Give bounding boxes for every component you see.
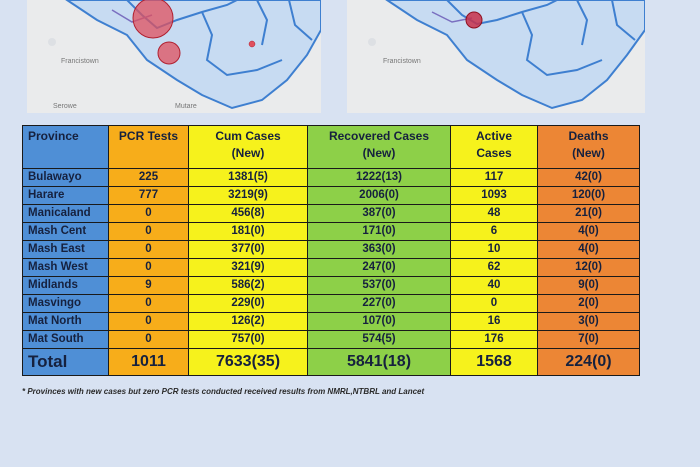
cell-deaths: 3(0) xyxy=(537,312,640,331)
cell-pcr: 0 xyxy=(108,312,189,331)
table-row: Manicaland 0 456(8) 387(0) 48 21(0) xyxy=(22,204,640,223)
total-deaths: 224(0) xyxy=(537,348,640,376)
cell-pcr: 9 xyxy=(108,276,189,295)
header-deaths: Deaths (New) xyxy=(537,125,640,169)
header-recovered-cases: Recovered Cases (New) xyxy=(307,125,451,169)
map-label-francistown: Francistown xyxy=(61,58,99,65)
cell-cum: 1381(5) xyxy=(188,168,308,187)
covid-statistics-table: Province PCR Tests Cum Cases (New) Recove… xyxy=(22,125,640,376)
cell-pcr: 0 xyxy=(108,294,189,313)
cell-cum: 377(0) xyxy=(188,240,308,259)
cell-pcr: 0 xyxy=(108,240,189,259)
table-row: Mat North 0 126(2) 107(0) 16 3(0) xyxy=(22,312,640,331)
cell-pcr: 777 xyxy=(108,186,189,205)
map-label-serowe: Serowe xyxy=(53,103,77,110)
cell-province: Mash East xyxy=(22,240,109,259)
cell-cum: 229(0) xyxy=(188,294,308,313)
table-row: Bulawayo 225 1381(5) 1222(13) 117 42(0) xyxy=(22,168,640,187)
cell-active: 10 xyxy=(450,240,538,259)
cell-active: 1093 xyxy=(450,186,538,205)
cell-province: Bulawayo xyxy=(22,168,109,187)
cell-deaths: 21(0) xyxy=(537,204,640,223)
cell-pcr: 0 xyxy=(108,204,189,223)
map-label-mutare: Mutare xyxy=(175,103,197,110)
total-recovered: 5841(18) xyxy=(307,348,451,376)
cell-recovered: 227(0) xyxy=(307,294,451,313)
cell-deaths: 7(0) xyxy=(537,330,640,349)
table-body: Bulawayo 225 1381(5) 1222(13) 117 42(0) Harar… xyxy=(22,168,640,376)
cell-active: 62 xyxy=(450,258,538,277)
cell-deaths: 12(0) xyxy=(537,258,640,277)
cell-province: Mat South xyxy=(22,330,109,349)
cell-deaths: 42(0) xyxy=(537,168,640,187)
cell-cum: 757(0) xyxy=(188,330,308,349)
table-row: Harare 777 3219(9) 2006(0) 1093 120(0) xyxy=(22,186,640,205)
table-total-row: Total 1011 7633(35) 5841(18) 1568 224(0) xyxy=(22,348,640,376)
cell-active: 48 xyxy=(450,204,538,223)
cell-pcr: 0 xyxy=(108,330,189,349)
cell-active: 40 xyxy=(450,276,538,295)
total-cum: 7633(35) xyxy=(188,348,308,376)
map-left: Francistown Serowe Mutare xyxy=(27,0,321,113)
header-cum-cases: Cum Cases (New) xyxy=(188,125,308,169)
total-pcr: 1011 xyxy=(108,348,189,376)
map-left-graphic xyxy=(27,0,321,113)
cell-pcr: 0 xyxy=(108,222,189,241)
cell-recovered: 574(5) xyxy=(307,330,451,349)
cell-deaths: 120(0) xyxy=(537,186,640,205)
cell-active: 117 xyxy=(450,168,538,187)
cell-pcr: 0 xyxy=(108,258,189,277)
cell-cum: 586(2) xyxy=(188,276,308,295)
header-active-cases: Active Cases xyxy=(450,125,538,169)
cell-recovered: 537(0) xyxy=(307,276,451,295)
cell-recovered: 363(0) xyxy=(307,240,451,259)
cell-province: Mash Cent xyxy=(22,222,109,241)
cell-province: Manicaland xyxy=(22,204,109,223)
table-row: Mash Cent 0 181(0) 171(0) 6 4(0) xyxy=(22,222,640,241)
cell-deaths: 4(0) xyxy=(537,222,640,241)
map-right-graphic xyxy=(347,0,645,113)
cell-province: Mat North xyxy=(22,312,109,331)
cell-cum: 3219(9) xyxy=(188,186,308,205)
cell-cum: 181(0) xyxy=(188,222,308,241)
cell-active: 6 xyxy=(450,222,538,241)
cell-deaths: 4(0) xyxy=(537,240,640,259)
cell-active: 16 xyxy=(450,312,538,331)
table-header-row: Province PCR Tests Cum Cases (New) Recove… xyxy=(22,125,640,169)
cell-deaths: 2(0) xyxy=(537,294,640,313)
cell-pcr: 225 xyxy=(108,168,189,187)
cell-recovered: 107(0) xyxy=(307,312,451,331)
cell-province: Masvingo xyxy=(22,294,109,313)
cell-active: 176 xyxy=(450,330,538,349)
total-active: 1568 xyxy=(450,348,538,376)
table-row: Midlands 9 586(2) 537(0) 40 9(0) xyxy=(22,276,640,295)
cell-province: Midlands xyxy=(22,276,109,295)
footnote: * Provinces with new cases but zero PCR … xyxy=(22,387,425,396)
total-label: Total xyxy=(22,348,109,376)
cell-province: Harare xyxy=(22,186,109,205)
header-province: Province xyxy=(22,125,109,169)
cell-cum: 126(2) xyxy=(188,312,308,331)
cell-recovered: 2006(0) xyxy=(307,186,451,205)
map-right: Francistown xyxy=(347,0,645,113)
header-pcr-tests: PCR Tests xyxy=(108,125,189,169)
cell-deaths: 9(0) xyxy=(537,276,640,295)
cell-cum: 321(9) xyxy=(188,258,308,277)
cell-recovered: 247(0) xyxy=(307,258,451,277)
cell-recovered: 1222(13) xyxy=(307,168,451,187)
table-row: Mash West 0 321(9) 247(0) 62 12(0) xyxy=(22,258,640,277)
cell-recovered: 171(0) xyxy=(307,222,451,241)
cell-recovered: 387(0) xyxy=(307,204,451,223)
cell-cum: 456(8) xyxy=(188,204,308,223)
table-row: Mat South 0 757(0) 574(5) 176 7(0) xyxy=(22,330,640,349)
map-label-francistown: Francistown xyxy=(383,58,421,65)
cell-active: 0 xyxy=(450,294,538,313)
table-row: Masvingo 0 229(0) 227(0) 0 2(0) xyxy=(22,294,640,313)
cell-province: Mash West xyxy=(22,258,109,277)
table-row: Mash East 0 377(0) 363(0) 10 4(0) xyxy=(22,240,640,259)
